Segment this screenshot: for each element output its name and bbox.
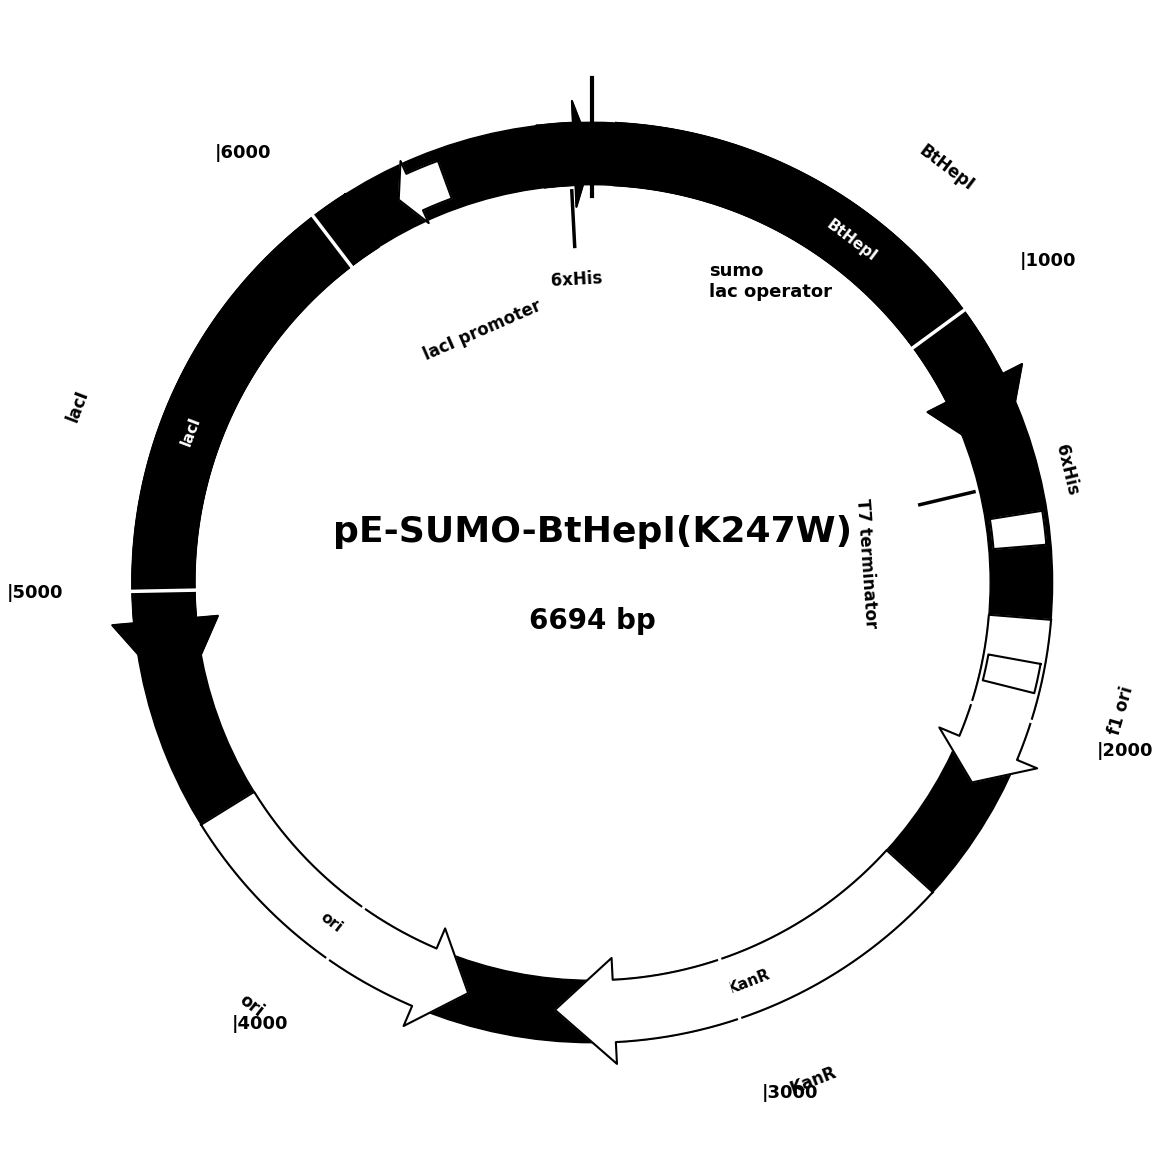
Polygon shape	[398, 161, 452, 223]
Text: |6000: |6000	[216, 143, 271, 162]
Polygon shape	[500, 130, 531, 190]
Text: 6xHis: 6xHis	[550, 269, 602, 290]
Text: ori: ori	[235, 991, 267, 1021]
Text: |5000: |5000	[7, 584, 63, 601]
Polygon shape	[112, 195, 379, 701]
Text: lacI: lacI	[64, 387, 92, 424]
Polygon shape	[613, 123, 1022, 463]
Text: |1000: |1000	[1019, 252, 1076, 270]
Text: |3000: |3000	[762, 1083, 818, 1102]
Text: pE-SUMO-BtHepI(K247W): pE-SUMO-BtHepI(K247W)	[333, 515, 852, 550]
Text: KanR: KanR	[725, 967, 772, 997]
Polygon shape	[939, 615, 1051, 783]
Text: sumo
lac operator: sumo lac operator	[709, 262, 832, 301]
Text: 6xHis: 6xHis	[1052, 443, 1082, 497]
Text: BtHepI: BtHepI	[915, 142, 976, 195]
Polygon shape	[555, 850, 933, 1064]
Polygon shape	[983, 655, 1040, 693]
Polygon shape	[202, 792, 468, 1026]
Text: ori: ori	[317, 910, 345, 935]
Text: lacI: lacI	[178, 415, 204, 447]
Text: T7 terminator: T7 terminator	[854, 499, 881, 629]
Polygon shape	[990, 510, 1046, 549]
Text: |2000: |2000	[1097, 742, 1153, 761]
Text: |4000: |4000	[232, 1016, 288, 1033]
Text: KanR: KanR	[788, 1062, 839, 1097]
Text: f1 ori: f1 ori	[1106, 684, 1137, 736]
Text: 6694 bp: 6694 bp	[529, 607, 656, 635]
Polygon shape	[537, 101, 592, 207]
Text: BtHepI: BtHepI	[824, 217, 880, 264]
Text: lacI promoter: lacI promoter	[421, 297, 544, 363]
